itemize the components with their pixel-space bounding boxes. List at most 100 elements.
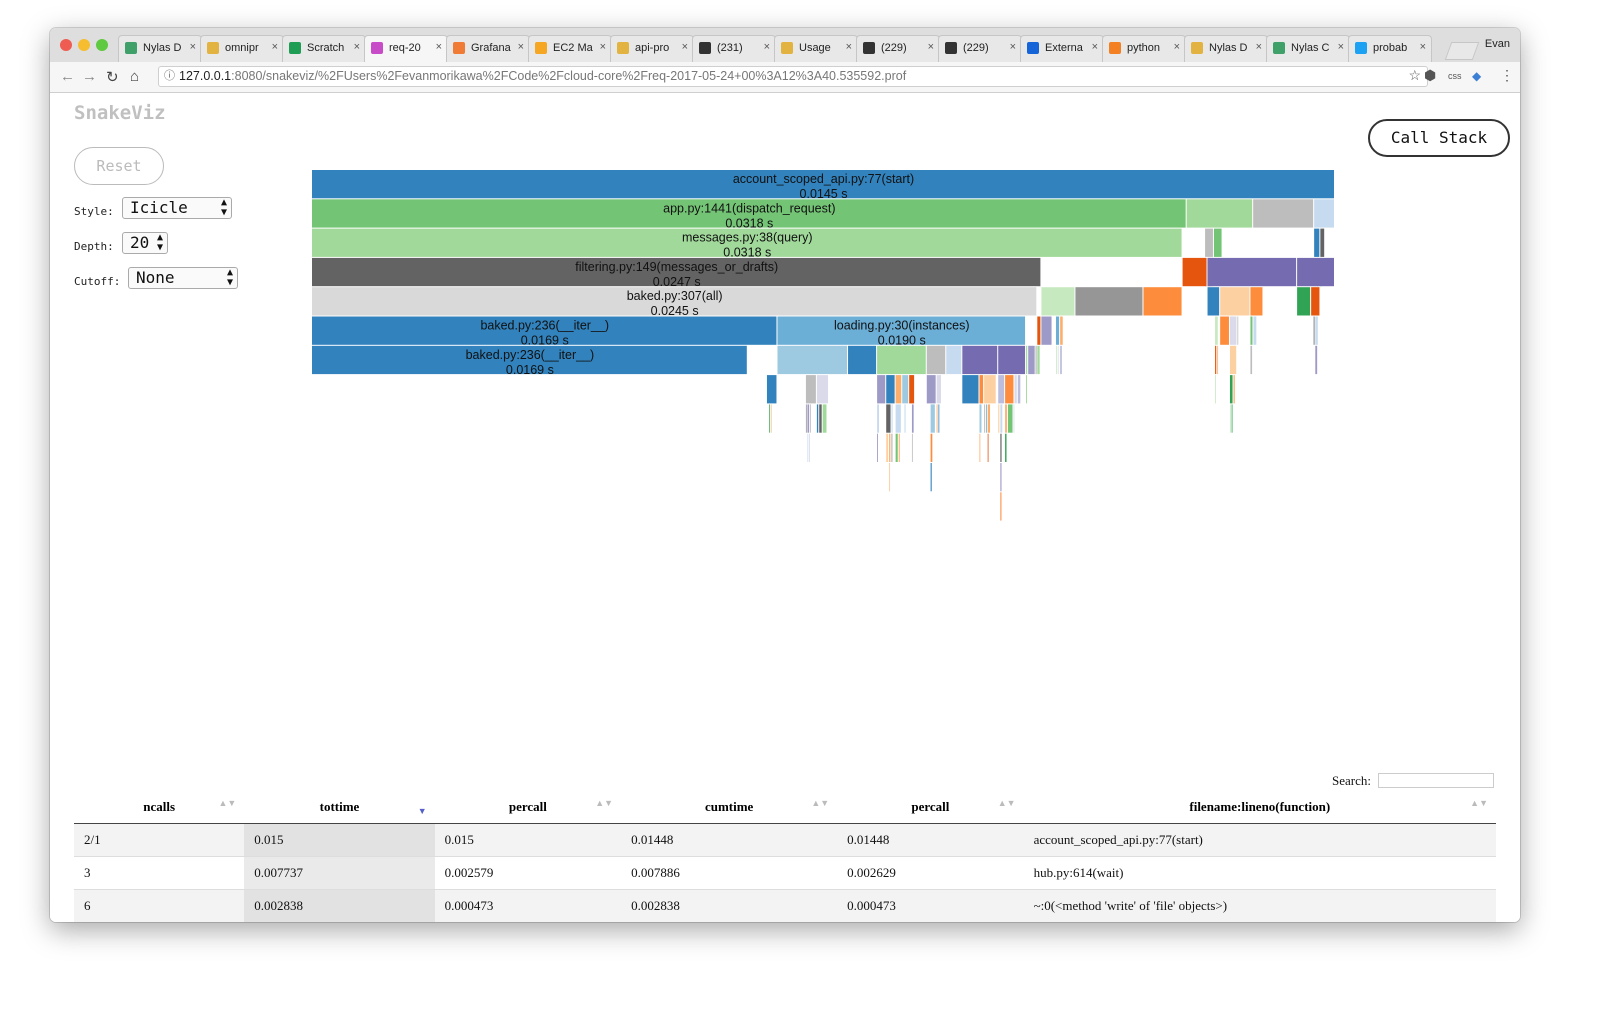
icicle-frame[interactable] (895, 375, 902, 404)
browser-tab[interactable]: Nylas D × (1184, 35, 1268, 62)
icicle-frame[interactable] (936, 404, 938, 433)
close-tab-icon[interactable]: × (435, 41, 442, 53)
close-tab-icon[interactable]: × (681, 41, 688, 53)
icicle-frame[interactable] (1000, 433, 1002, 462)
minimize-window-button[interactable] (78, 39, 90, 51)
icicle-frame[interactable] (1237, 316, 1239, 345)
table-row[interactable]: 2/1 0.015 0.015 0.01448 0.01448 account_scope… (74, 823, 1496, 857)
extension-hexagon-icon[interactable]: ⬢ (1424, 67, 1437, 83)
browser-tab[interactable]: (229) × (856, 35, 940, 62)
icicle-frame[interactable] (1055, 345, 1057, 375)
icicle-frame[interactable] (312, 345, 747, 375)
close-tab-icon[interactable]: × (763, 41, 770, 53)
reload-icon[interactable]: ↻ (106, 69, 119, 86)
icicle-frame[interactable] (1253, 199, 1314, 228)
icicle-frame[interactable] (902, 375, 909, 404)
icicle-frame[interactable] (895, 433, 898, 462)
close-tab-icon[interactable]: × (353, 41, 360, 53)
icicle-frame[interactable] (998, 404, 1000, 433)
table-row[interactable]: 3 0.007737 0.002579 0.007886 0.002629 hub.py:… (74, 856, 1496, 890)
icicle-frame[interactable] (312, 170, 1334, 199)
browser-tab[interactable]: api-pro × (610, 35, 694, 62)
icicle-frame[interactable] (1005, 433, 1007, 462)
translate-extension-icon[interactable]: ◆ (1472, 69, 1482, 83)
icicle-frame[interactable] (1014, 375, 1017, 404)
sort-icon[interactable]: ▲▼ (218, 798, 237, 808)
icicle-frame[interactable] (816, 375, 829, 404)
icicle-frame[interactable] (312, 257, 1041, 287)
icicle-frame[interactable] (886, 433, 889, 462)
column-header[interactable]: cumtime ▲▼ (621, 791, 838, 824)
sort-icon[interactable]: ▲▼ (1470, 798, 1488, 808)
icicle-frame[interactable] (962, 375, 979, 404)
icicle-frame[interactable] (1186, 199, 1253, 228)
icicle-frame[interactable] (911, 404, 914, 433)
browser-tab[interactable]: Usage × (774, 35, 858, 62)
icicle-frame[interactable] (1060, 345, 1062, 375)
icicle-frame[interactable] (1026, 345, 1028, 375)
icicle-frame[interactable] (1035, 345, 1037, 375)
close-tab-icon[interactable]: × (1255, 41, 1262, 53)
icicle-frame[interactable] (1013, 404, 1015, 433)
icicle-frame[interactable] (805, 404, 807, 433)
icicle-frame[interactable] (936, 375, 941, 404)
icicle-frame[interactable] (930, 433, 933, 462)
icicle-frame[interactable] (1215, 375, 1216, 404)
icicle-frame[interactable] (1253, 316, 1257, 345)
icicle-frame[interactable] (889, 433, 891, 462)
icicle-frame[interactable] (312, 316, 777, 345)
icicle-frame[interactable] (987, 433, 989, 462)
browser-tab[interactable]: Externa × (1020, 35, 1104, 62)
browser-tab[interactable]: omnipr × (200, 35, 284, 62)
browser-tab[interactable]: probab × (1348, 35, 1432, 62)
icicle-frame[interactable] (1229, 345, 1237, 375)
browser-tab[interactable]: Grafana × (446, 35, 530, 62)
icicle-frame[interactable] (1314, 199, 1334, 228)
close-tab-icon[interactable]: × (271, 41, 278, 53)
close-tab-icon[interactable]: × (517, 41, 524, 53)
icicle-frame[interactable] (1229, 375, 1233, 404)
icicle-frame[interactable] (926, 345, 946, 375)
icicle-frame[interactable] (1229, 316, 1237, 345)
column-header[interactable]: percall ▲▼ (837, 791, 1024, 824)
icicle-frame[interactable] (312, 287, 1037, 316)
browser-tab[interactable]: (229) × (938, 35, 1022, 62)
css-extension-icon[interactable]: css (1448, 71, 1462, 81)
browser-tab[interactable]: (231) × (692, 35, 776, 62)
icicle-frame[interactable] (1075, 287, 1143, 316)
icicle-frame[interactable] (1205, 228, 1213, 257)
icicle-frame[interactable] (1041, 316, 1052, 345)
icicle-frame[interactable] (984, 404, 986, 433)
icicle-frame[interactable] (1231, 404, 1233, 433)
icicle-frame[interactable] (877, 433, 878, 462)
icicle-frame[interactable] (1297, 257, 1334, 287)
icicle-frame[interactable] (986, 404, 987, 433)
icicle-frame[interactable] (1297, 287, 1311, 316)
icicle-frame[interactable] (1182, 257, 1207, 287)
icicle-frame[interactable] (771, 404, 772, 433)
icicle-frame[interactable] (766, 375, 777, 404)
sort-icon[interactable]: ▲▼ (811, 798, 830, 808)
style-select[interactable]: Icicle ▲ ▼ (122, 197, 232, 219)
icicle-frame[interactable] (1311, 287, 1320, 316)
icicle-frame[interactable] (810, 404, 811, 433)
forward-arrow-icon[interactable]: → (82, 68, 97, 85)
icicle-frame[interactable] (930, 404, 935, 433)
icicle-frame[interactable] (889, 463, 891, 492)
icicle-frame[interactable] (848, 345, 877, 375)
icicle-frame[interactable] (1026, 375, 1027, 404)
icicle-frame[interactable] (1213, 228, 1222, 257)
icicle-frame[interactable] (312, 199, 1186, 228)
sort-icon[interactable]: ▲▼ (595, 798, 614, 808)
icicle-frame[interactable] (979, 433, 981, 462)
column-header[interactable]: ncalls ▲▼ (74, 791, 245, 824)
icicle-frame[interactable] (1217, 345, 1219, 375)
depth-select[interactable]: 20 ▲ ▼ (122, 232, 168, 254)
icicle-frame[interactable] (805, 375, 816, 404)
cutoff-select[interactable]: None ▲ ▼ (128, 267, 238, 289)
icicle-frame[interactable] (1233, 375, 1235, 404)
icicle-frame[interactable] (895, 404, 901, 433)
icicle-frame[interactable] (909, 375, 915, 404)
icicle-frame[interactable] (1313, 316, 1315, 345)
icicle-frame[interactable] (926, 375, 936, 404)
